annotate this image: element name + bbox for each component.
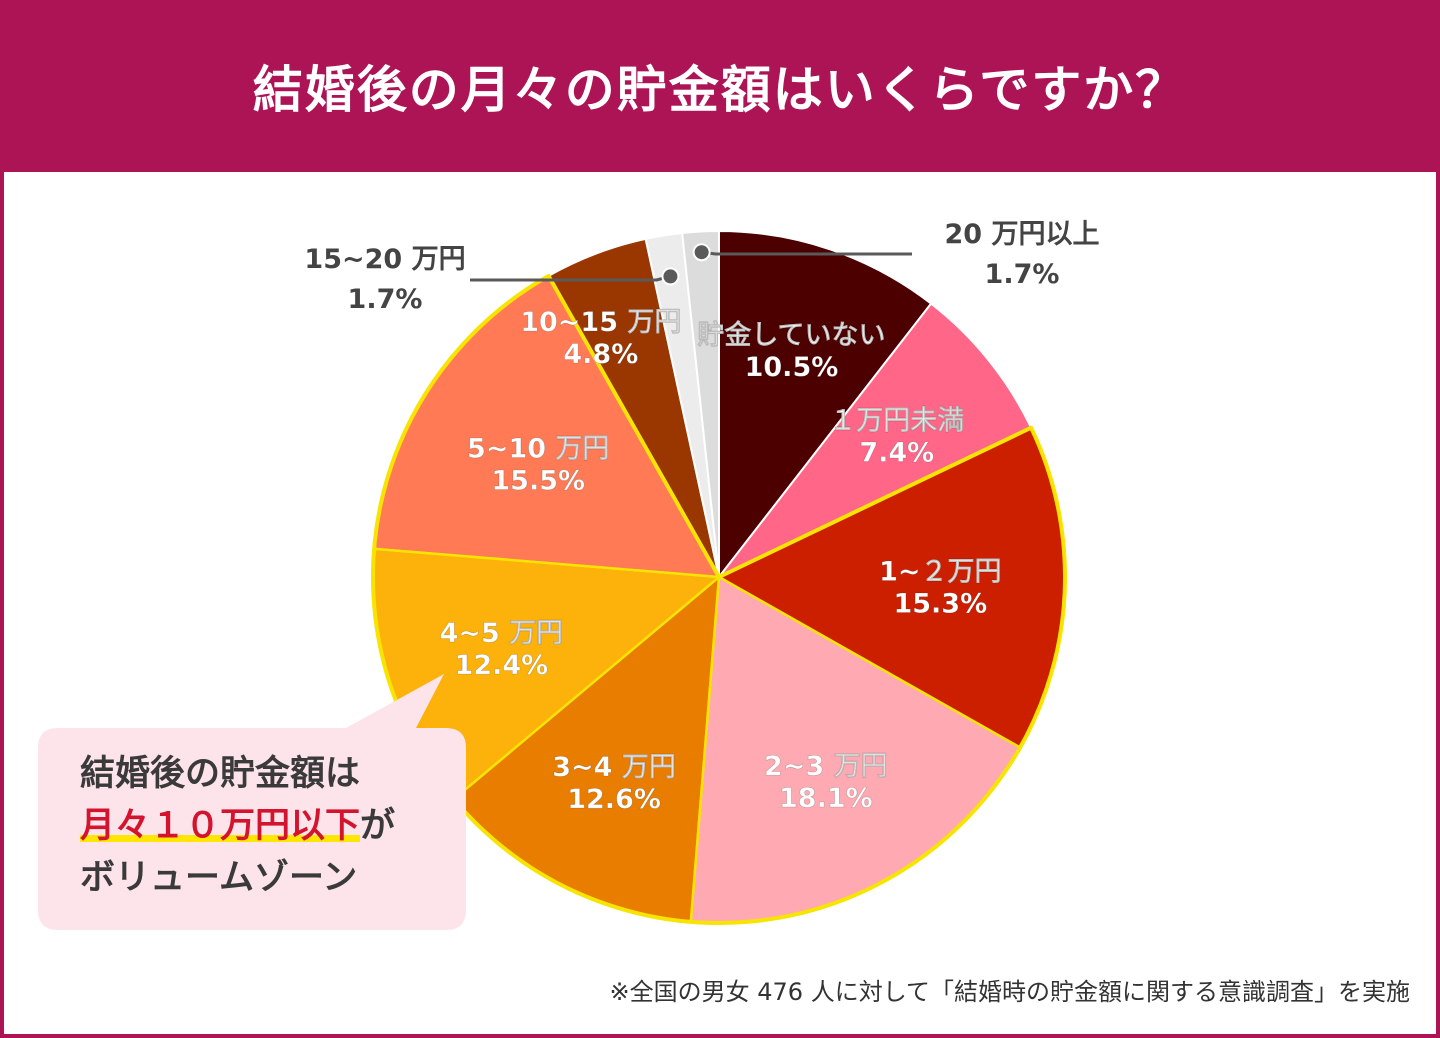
leader-dot-9 (692, 243, 711, 262)
outline-divider-3 (718, 575, 1021, 749)
callout-line-1: 結婚後の貯金額は (80, 754, 361, 794)
callout-bubble (38, 674, 466, 930)
pie-label-value-6: 15.5% (491, 465, 585, 496)
callout-line-2: 月々１０万円以下が (80, 800, 460, 852)
pie-label-category-2: 1~２万円 (879, 557, 1001, 588)
pie-slice-0 (718, 229, 933, 580)
pie-label-6: 5~10 万円 15.5% (467, 433, 609, 496)
external-label-value-9: 1.7% (985, 259, 1060, 290)
pie-slice-9 (681, 229, 720, 578)
pie-label-category-4: 3~4 万円 (552, 752, 676, 783)
outline-divider-6 (374, 547, 720, 579)
pie-label-value-5: 12.4% (455, 650, 549, 681)
pie-label-category-7: 10~15 万円 (520, 307, 681, 338)
leader-lines: 15~20 万円 1.7% 20 万円以上 1.7% (304, 219, 1099, 315)
pie-label-category-0: 貯金していない (697, 319, 885, 351)
volume-zone-outline (371, 273, 1068, 925)
outline-divider-4 (689, 576, 721, 922)
external-label-value-8: 1.7% (348, 284, 423, 315)
pie-label-value-7: 4.8% (563, 339, 638, 370)
pie-label-category-6: 5~10 万円 (467, 433, 609, 464)
pie-label-2: 1~２万円 15.3% (879, 557, 1001, 620)
callout-text: 結婚後の貯金額は 月々１０万円以下が ボリュームゾーン (80, 748, 460, 904)
pie-label-category-1: １万円未満 (829, 406, 964, 437)
pie-labels: 貯金していない 10.5% １万円未満 7.4% 1~２万円 15.3% 2~3 万円 18.… (439, 307, 1002, 816)
external-label-category-9: 20 万円以上 (945, 219, 1100, 250)
pie-label-category-5: 4~5 万円 (440, 618, 564, 649)
pie-label-category-3: 2~3 万円 (764, 751, 888, 782)
pie-label-value-2: 15.3% (893, 589, 987, 620)
external-label-category-8: 15~20 万円 (304, 244, 465, 275)
pie-label-7: 10~15 万円 4.8% (520, 307, 681, 370)
outline-divider-5 (452, 576, 720, 801)
pie-label-value-3: 18.1% (779, 783, 873, 814)
pie-label-value-4: 12.6% (567, 784, 661, 815)
pie-label-4: 3~4 万円 12.6% (552, 752, 676, 815)
pie-label-0: 貯金していない 10.5% (697, 319, 885, 383)
callout-line-2-suffix: が (360, 806, 396, 846)
pie-label-5: 4~5 万円 12.4% (440, 618, 564, 681)
pie-label-value-1: 7.4% (859, 438, 934, 469)
chart-title: 結婚後の月々の貯金額はいくらですか？ (252, 61, 1188, 119)
highlight-outline (371, 273, 1068, 925)
callout-background (38, 674, 466, 930)
footnote: ※全国の男女 476 人に対して「結婚時の貯金額に関する意識調査」を実施 (609, 978, 1410, 1006)
pie-label-3: 2~3 万円 18.1% (764, 751, 888, 814)
external-label-9: 20 万円以上 1.7% (945, 219, 1100, 290)
leader-dot-8 (661, 267, 680, 286)
pie-label-value-0: 10.5% (745, 352, 839, 383)
external-label-8: 15~20 万円 1.7% (304, 244, 465, 315)
callout-line-3: ボリュームゾーン (80, 858, 358, 898)
callout-highlight: 月々１０万円以下 (80, 806, 361, 846)
pie-slice-1 (718, 302, 1033, 578)
pie-label-1: １万円未満 7.4% (829, 406, 964, 469)
